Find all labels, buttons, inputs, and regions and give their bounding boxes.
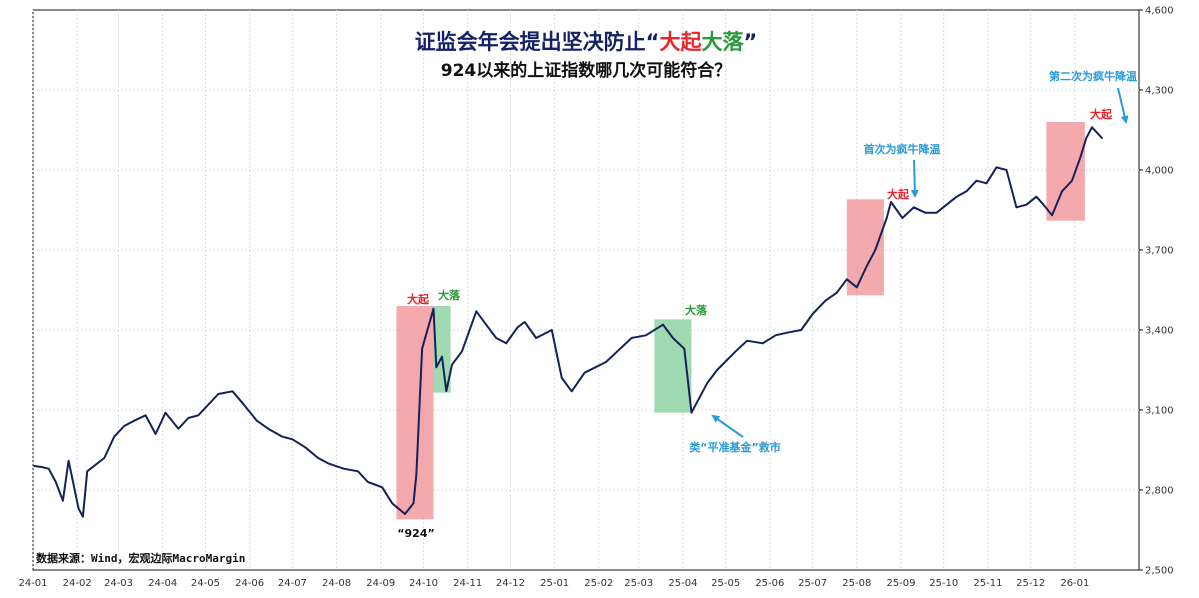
rise-band: [1046, 122, 1085, 221]
x-tick-label: 24-10: [409, 578, 438, 589]
x-tick-label: 25-05: [711, 578, 740, 589]
index-line: [33, 126, 1103, 518]
fall-band: [433, 306, 451, 393]
y-axis-ticks: 2,500 2,800 3,100 3,400 3,700 4,000 4,300 4,600: [1139, 6, 1174, 577]
arrow-rescue: [711, 414, 744, 438]
x-tick-label: 24-01: [18, 578, 47, 589]
annotation-up1: 大起: [407, 292, 430, 306]
x-tick-label: 25-06: [755, 578, 784, 589]
x-tick-label: 24-11: [453, 578, 482, 589]
plot-frame: [32, 9, 1140, 571]
annotation-rescue: 类“平准基金”救市: [689, 440, 780, 454]
y-tick-label: 4,000: [1145, 166, 1174, 177]
annotation-up3: 大起: [1090, 107, 1113, 121]
x-tick-label: 24-04: [148, 578, 177, 589]
index-series: [33, 126, 1103, 518]
x-tick-label: 24-08: [322, 578, 351, 589]
x-tick-label: 25-07: [798, 578, 827, 589]
chart-subtitle: 924以来的上证指数哪几次可能符合？: [441, 60, 732, 81]
x-tick-label: 25-04: [668, 578, 697, 589]
y-tick-label: 4,300: [1145, 86, 1174, 97]
annotation-down1: 大落: [438, 288, 461, 302]
arrow-cool2: [1117, 87, 1129, 124]
arrow-cool1: [910, 159, 919, 198]
title-part2: ”: [744, 30, 758, 54]
x-tick-label: 24-05: [191, 578, 220, 589]
x-tick-label: 25-11: [973, 578, 1002, 589]
annotation-down2: 大落: [685, 303, 708, 317]
x-tick-label: 25-03: [624, 578, 653, 589]
title-green: 大落: [702, 30, 745, 54]
x-tick-label: 25-02: [584, 578, 613, 589]
x-tick-label: 24-12: [496, 578, 525, 589]
y-tick-label: 3,400: [1145, 326, 1174, 337]
y-tick-label: 3,700: [1145, 246, 1174, 257]
x-tick-label: 24-09: [366, 578, 395, 589]
annotation-up2: 大起: [887, 187, 910, 201]
x-axis-ticks: 24-01 24-02 24-03 24-04 24-05 24-06 24-07 24-08…: [18, 578, 1089, 589]
x-tick-label: 26-01: [1060, 578, 1089, 589]
x-tick-label: 24-02: [63, 578, 92, 589]
x-tick-label: 25-01: [540, 578, 569, 589]
annotation-cool2: 第二次为疯牛降温: [1049, 69, 1137, 83]
annotation-cool1: 首次为疯牛降温: [864, 142, 941, 156]
y-tick-label: 2,500: [1145, 566, 1174, 577]
x-tick-label: 24-03: [104, 578, 133, 589]
y-tick-label: 4,600: [1145, 6, 1174, 17]
x-tick-label: 25-08: [842, 578, 871, 589]
x-tick-label: 25-10: [929, 578, 958, 589]
x-tick-label: 25-12: [1016, 578, 1045, 589]
chart-title: 证监会年会提出坚决防止“大起大落”: [415, 30, 758, 54]
y-tick-label: 2,800: [1145, 486, 1174, 497]
rise-band: [846, 199, 884, 296]
source-note: 数据来源：Wind，宏观边际MacroMargin: [36, 551, 245, 565]
title-red: 大起: [660, 30, 703, 54]
annotation-924: “924”: [397, 527, 434, 540]
x-tick-label: 24-06: [235, 578, 264, 589]
x-tick-label: 24-07: [278, 578, 307, 589]
x-tick-label: 25-09: [886, 578, 915, 589]
grid: [32, 10, 1139, 570]
title-part1: 证监会年会提出坚决防止“: [415, 30, 660, 54]
y-tick-label: 3,100: [1145, 406, 1174, 417]
